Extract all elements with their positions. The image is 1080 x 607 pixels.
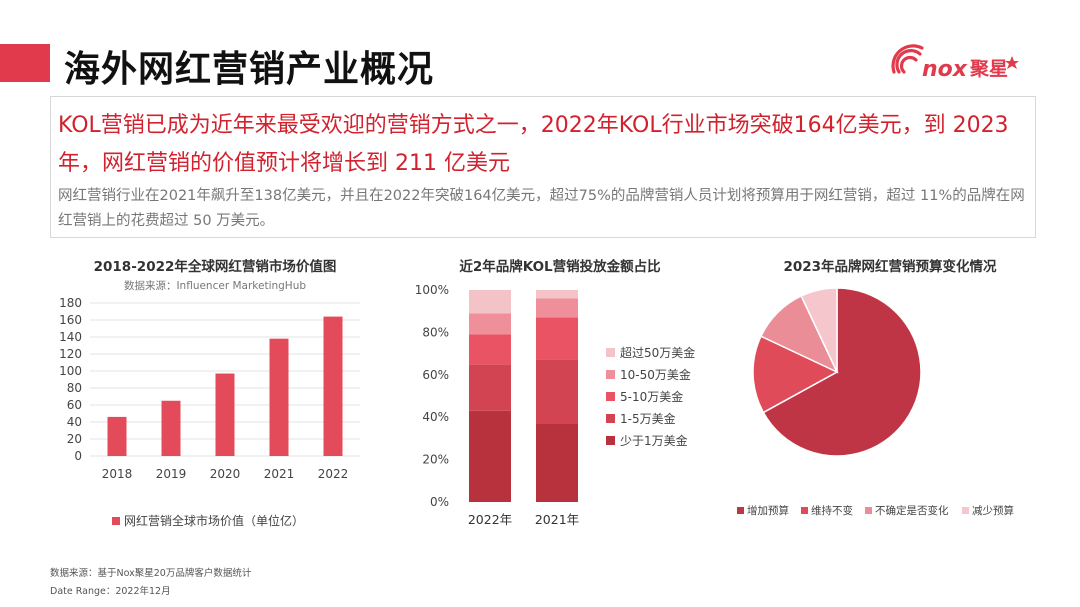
y-tick-label: 160 xyxy=(59,313,82,327)
x-tick-label: 2022 xyxy=(318,467,349,481)
y-tick-label: 180 xyxy=(59,296,82,310)
y-tick-label: 60 xyxy=(67,398,82,412)
legend-label: 少于1万美金 xyxy=(620,433,688,448)
legend-label: 超过50万美金 xyxy=(620,345,695,360)
y-tick-label: 20 xyxy=(67,432,82,446)
headline-text: KOL营销已成为近年来最受欢迎的营销方式之一，2022年KOL行业市场突破164… xyxy=(58,113,1009,176)
bar-2022 xyxy=(323,316,343,456)
x-tick-label: 2018 xyxy=(102,467,133,481)
x-tick-label: 2021年 xyxy=(535,512,579,527)
y-tick-label: 40 xyxy=(67,415,82,429)
kol-spend-stacked-chart: 0% 20% 40% 60% 80% 100% 2022年 2021年 超过50万美金 10-50… xyxy=(415,283,696,527)
stacked-chart-title: 近2年品牌KOL营销投放金额占比 xyxy=(459,259,661,275)
legend-label: 减少预算 xyxy=(972,504,1014,517)
y-tick-label: 40% xyxy=(422,410,449,424)
y-tick-label: 100% xyxy=(415,283,449,297)
logo-brand-text: nox xyxy=(922,57,968,82)
y-tick-label: 0 xyxy=(74,449,82,463)
legend-swatch xyxy=(606,370,615,379)
pie-chart-title: 2023年品牌网红营销预算变化情况 xyxy=(783,259,997,275)
y-tick-label: 20% xyxy=(422,453,449,467)
footer-date-range: Date Range：2022年12月 xyxy=(50,586,171,597)
y-tick-label: 80% xyxy=(422,325,449,339)
x-tick-label: 2021 xyxy=(264,467,295,481)
legend-label: 维持不变 xyxy=(811,504,853,517)
footer-source: 数据来源：基于Nox聚星20万品牌客户数据统计 xyxy=(50,568,252,579)
legend-label: 1-5万美金 xyxy=(620,411,676,426)
legend-label: 增加预算 xyxy=(747,504,789,517)
legend-swatch xyxy=(606,392,615,401)
summary-box xyxy=(50,96,1036,238)
logo-brand-cn: 聚星 xyxy=(969,58,1008,80)
segment-5-10万美金 xyxy=(469,334,511,365)
x-tick-label: 2019 xyxy=(156,467,187,481)
y-tick-label: 140 xyxy=(59,330,82,344)
segment-1-5万美金 xyxy=(469,364,511,411)
legend-label: 5-10万美金 xyxy=(620,389,683,404)
y-tick-label: 100 xyxy=(59,364,82,378)
bar-chart-source: 数据来源：Influencer MarketingHub xyxy=(123,280,307,292)
market-value-bar-chart: 0 20 40 60 80 100 120 140 160 180 2018 2019 2020 2021… xyxy=(59,296,360,528)
legend-swatch xyxy=(606,414,615,423)
bar-2018 xyxy=(107,416,127,456)
signal-icon xyxy=(891,44,924,74)
legend-swatch xyxy=(801,507,808,514)
segment-1-5万美金 xyxy=(536,359,578,424)
y-tick-label: 80 xyxy=(67,381,82,395)
star-icon xyxy=(1005,56,1019,69)
title-accent-bar xyxy=(0,44,50,82)
bar-2021 xyxy=(269,338,289,456)
legend-label: 10-50万美金 xyxy=(620,367,691,382)
budget-change-pie-chart: 增加预算 维持不变 不确定是否变化 减少预算 xyxy=(737,287,1014,517)
bar-2019 xyxy=(161,400,181,456)
legend-swatch xyxy=(737,507,744,514)
legend-swatch xyxy=(865,507,872,514)
pie-slice-增加预算 xyxy=(762,287,922,457)
page-title: 海外网红营销产业概况 xyxy=(64,49,435,90)
segment-5-10万美金 xyxy=(536,317,578,360)
legend-swatch xyxy=(606,348,615,357)
segment-超过50万美金 xyxy=(536,290,578,299)
y-tick-label: 60% xyxy=(422,368,449,382)
legend-swatch xyxy=(962,507,969,514)
legend-label: 不确定是否变化 xyxy=(875,504,949,517)
segment-10-50万美金 xyxy=(536,298,578,318)
segment-少于1万美金 xyxy=(469,410,511,502)
x-tick-label: 2020 xyxy=(210,467,241,481)
y-tick-label: 0% xyxy=(430,495,449,509)
y-tick-label: 120 xyxy=(59,347,82,361)
segment-少于1万美金 xyxy=(536,423,578,502)
nox-logo: nox 聚星 xyxy=(891,44,1019,82)
pie-slice-减少预算 xyxy=(800,287,838,373)
bar-chart-title: 2018-2022年全球网红营销市场价值图 xyxy=(93,259,337,275)
summary-text: 网红营销行业在2021年飙升至138亿美元，并且在2022年突破164亿美元，超… xyxy=(58,188,1025,229)
legend-label: 网红营销全球市场价值（单位亿） xyxy=(124,513,304,528)
pie-slice-维持不变 xyxy=(752,335,839,414)
legend-swatch xyxy=(112,517,120,525)
x-tick-label: 2022年 xyxy=(468,512,512,527)
segment-超过50万美金 xyxy=(469,290,511,314)
legend-swatch xyxy=(606,436,615,445)
segment-10-50万美金 xyxy=(469,313,511,335)
bar-2020 xyxy=(215,373,235,456)
